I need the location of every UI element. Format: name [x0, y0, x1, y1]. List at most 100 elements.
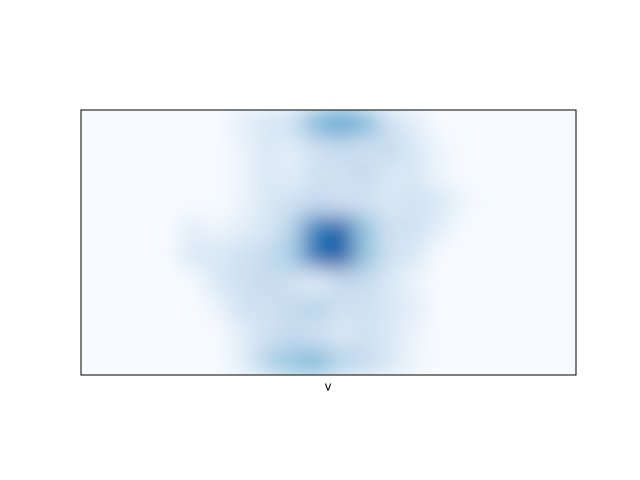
heatmap-cell — [328, 321, 354, 349]
heatmap-cell — [303, 215, 329, 243]
heatmap-cell — [81, 348, 107, 375]
heatmap-cell — [253, 295, 280, 323]
heatmap-cell — [81, 189, 107, 217]
heatmap-cell — [402, 348, 428, 375]
heatmap-cell — [377, 242, 404, 270]
heatmap-cell — [427, 321, 453, 349]
heatmap-cell — [179, 242, 206, 270]
heatmap-cell — [352, 162, 379, 190]
heatmap-cell — [154, 162, 181, 190]
heatmap-cell — [179, 110, 206, 137]
heatmap-cell — [402, 189, 428, 217]
heatmap-cell — [303, 268, 329, 296]
heatmap — [81, 110, 576, 375]
heatmap-cell — [377, 295, 404, 323]
heatmap-cell — [328, 295, 354, 323]
heatmap-cell — [526, 321, 552, 349]
heatmap-cell — [451, 162, 478, 190]
heatmap-cell — [303, 295, 329, 323]
heatmap-cell — [253, 268, 280, 296]
heatmap-cell — [550, 295, 576, 323]
heatmap-cell — [229, 348, 255, 375]
heatmap-cell — [204, 215, 230, 243]
heatmap-cell — [179, 348, 206, 375]
heatmap-cell — [550, 189, 576, 217]
heatmap-cell — [154, 110, 181, 137]
heatmap-cell — [476, 348, 503, 375]
x-axis-label: v — [324, 380, 331, 394]
heatmap-cell — [377, 321, 404, 349]
heatmap-cell — [402, 321, 428, 349]
heatmap-cell — [204, 189, 230, 217]
heatmap-cell — [229, 295, 255, 323]
heatmap-cell — [501, 189, 527, 217]
heatmap-cell — [253, 136, 280, 164]
heatmap-cell — [229, 110, 255, 137]
heatmap-cell — [550, 268, 576, 296]
heatmap-cell — [204, 242, 230, 270]
heatmap-cell — [229, 189, 255, 217]
heatmap-cell — [377, 348, 404, 375]
heatmap-cell — [130, 162, 156, 190]
heatmap-cell — [253, 215, 280, 243]
heatmap-cell — [130, 189, 156, 217]
heatmap-cell — [328, 242, 354, 270]
heatmap-cell — [451, 242, 478, 270]
heatmap-cell — [328, 215, 354, 243]
heatmap-cell — [451, 268, 478, 296]
heatmap-cell — [105, 268, 131, 296]
heatmap-cell — [451, 189, 478, 217]
heatmap-cell — [303, 242, 329, 270]
heatmap-cell — [253, 348, 280, 375]
heatmap-cell — [303, 110, 329, 137]
heatmap-cell — [105, 215, 131, 243]
heatmap-cell — [278, 215, 305, 243]
heatmap-cell — [402, 268, 428, 296]
heatmap-cell — [204, 268, 230, 296]
heatmap-cell — [427, 136, 453, 164]
heatmap-cell — [377, 215, 404, 243]
heatmap-cell — [81, 215, 107, 243]
heatmap-cell — [427, 189, 453, 217]
heatmap-cell — [501, 215, 527, 243]
heatmap-cell — [377, 162, 404, 190]
heatmap-cell — [179, 321, 206, 349]
heatmap-cell — [550, 162, 576, 190]
heatmap-cell — [501, 110, 527, 137]
heatmap-cell — [204, 348, 230, 375]
heatmap-cell — [427, 268, 453, 296]
heatmap-cell — [402, 136, 428, 164]
heatmap-cell — [352, 242, 379, 270]
heatmap-cell — [328, 268, 354, 296]
heatmap-cell — [427, 162, 453, 190]
heatmap-cell — [501, 321, 527, 349]
heatmap-cell — [81, 242, 107, 270]
heatmap-cell — [476, 268, 503, 296]
heatmap-cell — [476, 162, 503, 190]
heatmap-cell — [550, 242, 576, 270]
heatmap-cell — [501, 295, 527, 323]
heatmap-cell — [154, 295, 181, 323]
heatmap-cell — [476, 295, 503, 323]
heatmap-cell — [352, 295, 379, 323]
heatmap-cell — [501, 242, 527, 270]
heatmap-cell — [427, 215, 453, 243]
heatmap-cell — [303, 136, 329, 164]
heatmap-cell — [328, 110, 354, 137]
heatmap-cell — [130, 242, 156, 270]
heatmap-cell — [377, 110, 404, 137]
heatmap-cell — [154, 321, 181, 349]
heatmap-cell — [229, 321, 255, 349]
heatmap-cell — [328, 136, 354, 164]
heatmap-cell — [526, 189, 552, 217]
heatmap-cell — [377, 189, 404, 217]
heatmap-cell — [179, 162, 206, 190]
heatmap-cell — [179, 268, 206, 296]
heatmap-cell — [303, 189, 329, 217]
heatmap-cell — [130, 136, 156, 164]
heatmap-cell — [526, 215, 552, 243]
heatmap-cell — [179, 295, 206, 323]
heatmap-cell — [427, 242, 453, 270]
